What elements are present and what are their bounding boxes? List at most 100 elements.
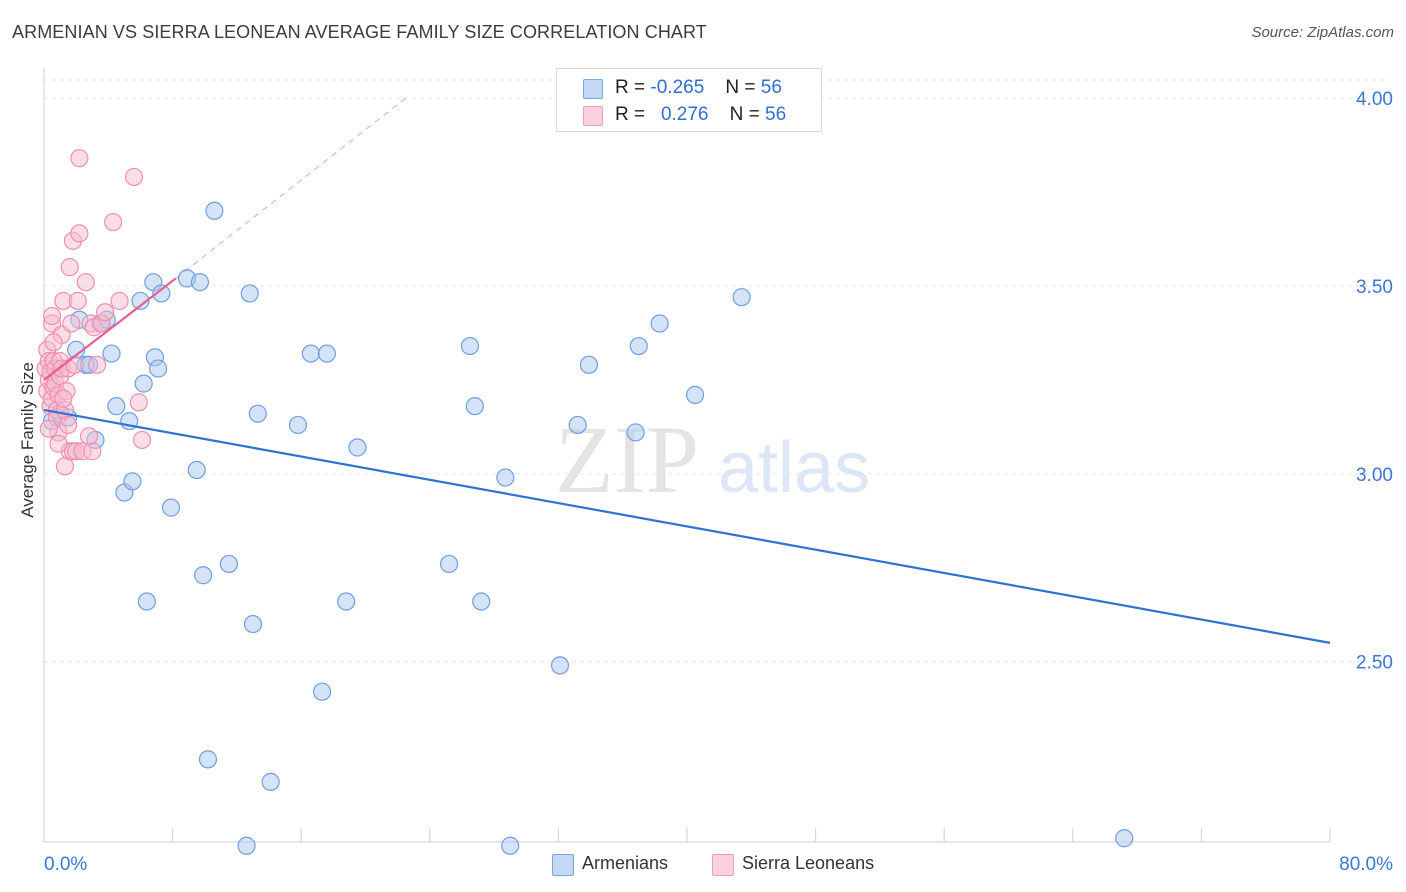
- sierra-leonean-point: [87, 355, 107, 374]
- series-legend: Armenians Sierra Leoneans: [0, 852, 1406, 878]
- armenian-point: [149, 359, 168, 378]
- sierra-leonean-point: [83, 442, 102, 461]
- armenian-point: [472, 592, 491, 611]
- armenian-point: [261, 772, 280, 791]
- r-label: R =: [615, 104, 646, 125]
- sierra-leonean-point: [44, 333, 63, 352]
- sierra-leoneans-legend-icon: [712, 854, 734, 876]
- x-tick-label-min: 0.0%: [44, 854, 87, 875]
- sierra-leonean-point: [124, 167, 144, 187]
- sierra-leonean-point: [79, 427, 99, 446]
- armenian-point: [219, 554, 238, 574]
- armenian-point: [123, 472, 142, 491]
- sierra-leonean-point: [110, 291, 129, 311]
- n-value-armenians: 56: [760, 77, 782, 98]
- legend-label-armenians: Armenians: [582, 853, 669, 873]
- sierra-leoneans-points: [36, 149, 152, 476]
- armenian-point: [237, 836, 256, 855]
- armenian-point: [190, 273, 210, 292]
- armenian-point: [650, 314, 669, 333]
- armenian-point: [579, 355, 599, 374]
- x-tick-label-max: 80.0%: [1339, 854, 1393, 875]
- watermark: ZIP atlas: [555, 406, 870, 513]
- armenian-point: [550, 656, 570, 675]
- armenian-point: [312, 682, 332, 701]
- y-tick-label: 2.50: [1356, 653, 1393, 674]
- sierra-leonean-point: [54, 389, 73, 408]
- axis-layer: [43, 68, 1331, 843]
- armenian-point: [240, 284, 259, 303]
- armenians-points: [42, 201, 1134, 855]
- r-label: R =: [615, 77, 646, 98]
- armenian-point: [131, 291, 150, 311]
- sierra-leonean-point: [60, 258, 79, 277]
- sierra-leonean-point: [95, 303, 115, 322]
- armenian-point: [1115, 829, 1134, 848]
- armenians-trend-line: [43, 408, 1331, 644]
- sierra-leonean-point: [70, 224, 89, 243]
- sierra-leonean-point: [104, 212, 123, 232]
- y-tick-label: 3.50: [1356, 277, 1393, 298]
- armenian-point: [460, 336, 480, 356]
- source-label: Source: ZipAtlas.com: [1251, 24, 1394, 41]
- armenians-legend-icon: [552, 854, 574, 876]
- armenian-point: [243, 614, 263, 634]
- armenian-point: [194, 566, 213, 585]
- sierra-leoneans-trend-line: [43, 277, 177, 381]
- r-value-sierra-leoneans: 0.276: [660, 104, 709, 125]
- armenian-point: [102, 344, 121, 363]
- sierra-leonean-point: [59, 415, 78, 435]
- sierra-leoneans-trend-extension: [175, 97, 406, 279]
- armenian-point: [337, 592, 356, 611]
- sierra-leonean-point: [39, 419, 58, 438]
- armenian-point: [568, 415, 587, 435]
- armenian-point: [248, 404, 267, 423]
- y-tick-label: 3.00: [1356, 465, 1393, 486]
- sierra-leonean-point: [62, 314, 81, 333]
- armenian-point: [439, 554, 459, 574]
- tick-labels: 2.50 3.00 3.50 4.00 0.0% 80.0%: [44, 89, 1393, 875]
- armenian-point: [348, 438, 367, 457]
- armenian-point: [301, 344, 320, 363]
- watermark-atlas: atlas: [718, 428, 870, 508]
- n-label: N =: [725, 77, 756, 98]
- y-axis-label: Average Family Size: [18, 362, 37, 518]
- armenian-point: [161, 498, 181, 517]
- sierra-leoneans-swatch-icon: [583, 106, 603, 126]
- y-axis-label-wrap: Average Family Size: [16, 320, 40, 560]
- sierra-leonean-point: [129, 393, 148, 412]
- armenian-point: [137, 592, 156, 611]
- n-label: N =: [729, 104, 760, 125]
- armenian-point: [152, 284, 171, 303]
- armenian-point: [317, 344, 337, 363]
- armenian-point: [134, 374, 153, 393]
- armenian-point: [465, 397, 484, 416]
- sierra-leonean-point: [55, 457, 74, 476]
- correlation-legend: R = -0.265 N = 56 R = 0.276 N = 56: [556, 68, 822, 132]
- legend-label-sierra-leoneans: Sierra Leoneans: [742, 853, 875, 873]
- r-value-armenians: -0.265: [650, 77, 705, 98]
- armenian-point: [626, 423, 645, 442]
- armenians-swatch-icon: [583, 79, 603, 99]
- armenian-point: [629, 336, 648, 356]
- n-value-sierra-leoneans: 56: [765, 104, 787, 125]
- armenian-point: [288, 415, 308, 435]
- armenian-point: [501, 836, 520, 855]
- sierra-leonean-point: [49, 434, 68, 453]
- armenian-point: [187, 460, 206, 480]
- sierra-leonean-point: [65, 355, 84, 374]
- sierra-leonean-point: [68, 291, 87, 311]
- armenian-point: [732, 288, 751, 307]
- sierra-leonean-point: [76, 273, 95, 292]
- armenian-point: [107, 397, 126, 416]
- y-tick-label: 4.00: [1356, 89, 1393, 110]
- armenian-point: [205, 201, 224, 220]
- sierra-leonean-point: [42, 306, 62, 326]
- trend-lines: [43, 97, 1331, 644]
- chart-title: ARMENIAN VS SIERRA LEONEAN AVERAGE FAMIL…: [12, 22, 707, 42]
- sierra-leonean-point: [70, 149, 89, 168]
- sierra-leonean-point: [132, 430, 152, 450]
- grid-layer: [44, 79, 1390, 663]
- armenian-point: [496, 468, 515, 487]
